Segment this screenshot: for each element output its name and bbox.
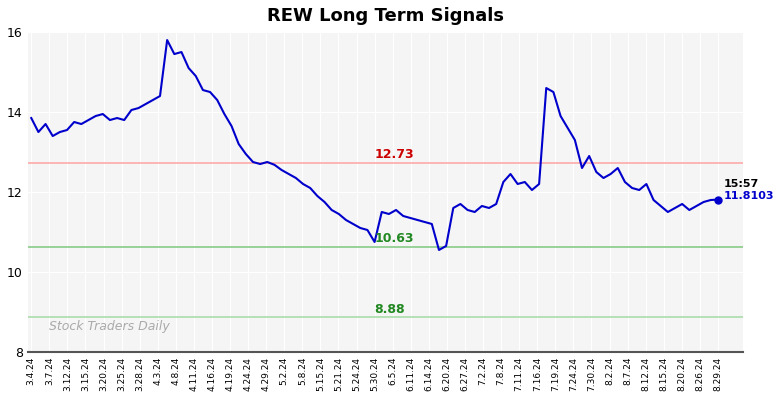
- Text: 11.8103: 11.8103: [724, 191, 774, 201]
- Text: 10.63: 10.63: [375, 232, 414, 245]
- Text: 12.73: 12.73: [375, 148, 414, 161]
- Text: 15:57: 15:57: [724, 179, 759, 189]
- Text: Stock Traders Daily: Stock Traders Daily: [49, 320, 170, 333]
- Text: 8.88: 8.88: [375, 303, 405, 316]
- Title: REW Long Term Signals: REW Long Term Signals: [267, 7, 504, 25]
